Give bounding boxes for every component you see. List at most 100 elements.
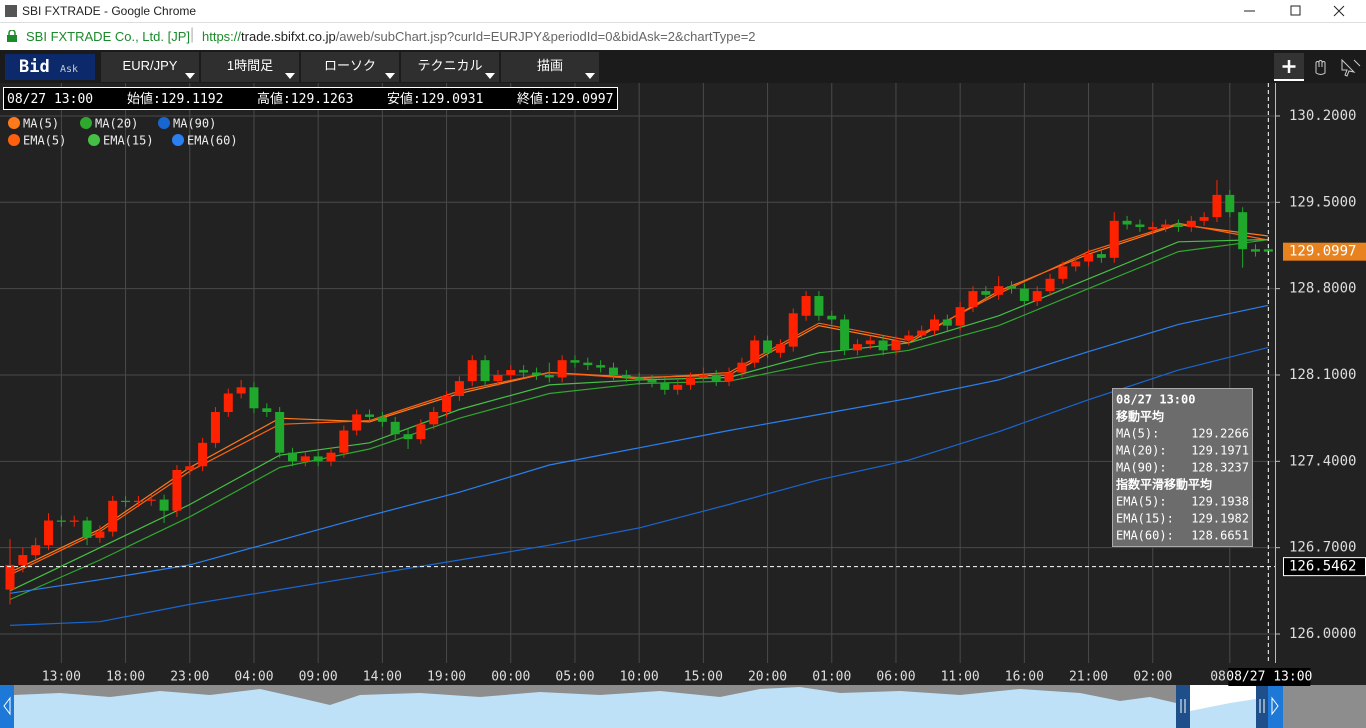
- legend-label: EMA(15): [103, 134, 154, 148]
- app-icon: [5, 5, 17, 17]
- candle-body: [814, 296, 824, 316]
- url-host: trade.sbifxt.co.jp: [241, 29, 336, 44]
- candle-body: [326, 452, 336, 462]
- ask-label: Ask: [60, 64, 79, 75]
- bid-ask-toggle[interactable]: Bid Ask: [5, 54, 95, 80]
- address-bar[interactable]: SBI FXTRADE Co., Ltd. [JP] | https://tra…: [0, 22, 1366, 50]
- menu-button[interactable]: テクニカル: [401, 52, 499, 82]
- window-controls[interactable]: [1230, 0, 1366, 22]
- crosshair-time-box: [1228, 668, 1311, 686]
- x-tick-label: 18:00: [106, 670, 145, 685]
- legend-label: EMA(60): [187, 134, 238, 148]
- candle-body: [133, 500, 143, 503]
- tooltip-value: 128.6651: [1191, 529, 1249, 543]
- candle-body: [994, 286, 1004, 295]
- y-tick-label: 127.4000: [1289, 453, 1356, 469]
- candle-body: [454, 381, 464, 396]
- candle-body: [660, 382, 670, 390]
- tooltip-box: [1112, 388, 1253, 547]
- candle-body: [557, 360, 567, 378]
- candle-body: [929, 319, 939, 331]
- candle-body: [198, 442, 208, 467]
- candle-body: [1250, 249, 1260, 252]
- url: https://trade.sbifxt.co.jp/aweb/subChart…: [202, 29, 756, 44]
- menu-button[interactable]: EUR/JPY: [101, 52, 199, 82]
- toolbar: Bid Ask EUR/JPY 1時間足 ローソク テクニカル 描画: [0, 50, 1366, 83]
- candle-body: [56, 520, 66, 522]
- candle-body: [95, 531, 105, 538]
- tooltip-value: 129.1982: [1191, 512, 1249, 526]
- menu-button[interactable]: 描画: [501, 52, 599, 82]
- candle-body: [185, 466, 195, 470]
- candle-body: [1032, 291, 1042, 301]
- chart: 126.0000 126.7000 127.4000 128.1000 128.8000…: [0, 83, 1366, 728]
- tooltip-group: 移動平均: [1116, 409, 1164, 424]
- candle-body: [544, 374, 554, 378]
- candle-body: [249, 387, 259, 409]
- ohlc-date: 08/27 13:00: [7, 92, 93, 107]
- x-tick-label: 00:00: [491, 670, 530, 685]
- candle-body: [493, 374, 503, 382]
- tooltip-label: EMA(15):: [1116, 512, 1174, 526]
- title-bar: SBI FXTRADE - Google Chrome: [0, 0, 1366, 22]
- candle-body: [737, 362, 747, 373]
- x-tick-label: 20:00: [748, 670, 787, 685]
- candle-body: [1084, 254, 1094, 262]
- candle-body: [210, 411, 220, 443]
- candle-body: [429, 411, 439, 425]
- navigator[interactable]: [0, 685, 1366, 728]
- tool-icons[interactable]: [1274, 53, 1366, 81]
- candle-body: [531, 372, 541, 375]
- crosshair-time: 08/27 13:00: [1226, 670, 1312, 685]
- legend-label: MA(20): [95, 117, 138, 131]
- candle-body: [108, 500, 118, 532]
- candle-body: [1238, 212, 1248, 250]
- chart-background: [0, 83, 1366, 685]
- candle-body: [1148, 226, 1158, 230]
- candle-body: [172, 469, 182, 511]
- candle-body: [1122, 220, 1132, 225]
- menu-button[interactable]: 1時間足: [201, 52, 299, 82]
- x-tick-label: 19:00: [427, 670, 466, 685]
- ohlc-label: 安値:: [387, 91, 421, 107]
- candle-body: [711, 374, 721, 382]
- candle-body: [608, 367, 618, 375]
- legend-label: EMA(5): [23, 134, 66, 148]
- y-tick-label: 130.2000: [1289, 108, 1356, 124]
- candle-body: [1161, 224, 1171, 227]
- candle-body: [365, 414, 375, 417]
- y-tick-label: 129.5000: [1289, 194, 1356, 210]
- y-tick-label: 128.8000: [1289, 281, 1356, 297]
- candle-body: [31, 545, 41, 556]
- candle-body: [621, 374, 631, 378]
- candle-body: [467, 360, 477, 382]
- x-tick-label: 01:00: [812, 670, 851, 685]
- candle-body: [1263, 249, 1273, 252]
- menu-button[interactable]: ローソク: [301, 52, 399, 82]
- ohlc-value: 129.0997: [551, 92, 614, 107]
- candle-body: [596, 365, 606, 368]
- tooltip-value: 128.3237: [1191, 461, 1249, 475]
- candle-body: [18, 555, 28, 565]
- candle-body: [686, 377, 696, 385]
- x-tick-label: 16:00: [1005, 670, 1044, 685]
- candle-body: [878, 340, 888, 351]
- candle-body: [1173, 224, 1183, 227]
- candle-body: [300, 456, 310, 462]
- tooltip-label: EMA(5):: [1116, 495, 1167, 509]
- last-price: 129.0997: [1289, 244, 1356, 260]
- candle-body: [1045, 278, 1055, 292]
- legend-label: MA(90): [173, 117, 216, 131]
- candle-body: [1199, 217, 1209, 221]
- candle-body: [287, 452, 297, 462]
- x-tick-label: 10:00: [620, 670, 659, 685]
- ohlc-label: 終値:: [517, 91, 551, 107]
- legend-marker: [80, 117, 92, 129]
- candle-body: [416, 424, 426, 440]
- url-scheme: https://: [202, 29, 242, 44]
- tooltip: 08/27 13:00 移動平均 MA(5): 129.2266 MA(20): 129.…: [1112, 388, 1253, 547]
- candle-body: [955, 307, 965, 326]
- candle-body: [1135, 224, 1145, 227]
- tooltip-label: MA(5):: [1116, 427, 1159, 441]
- candle-body: [570, 360, 580, 363]
